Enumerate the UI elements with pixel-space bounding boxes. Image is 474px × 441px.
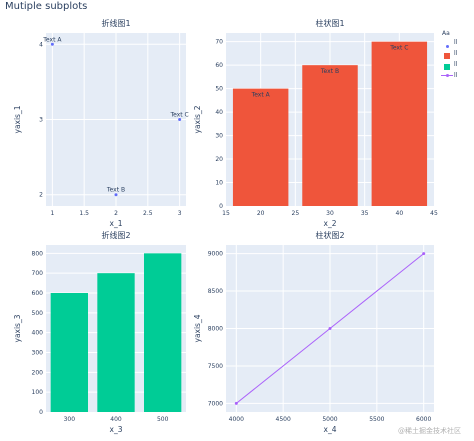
chart-4-y-axis-label: yaxis_4 xyxy=(193,314,202,342)
chart-2-bar1-bar xyxy=(232,88,289,206)
chart-4-x-tick-label: 5500 xyxy=(369,416,384,423)
chart-3-bar2-bar xyxy=(50,292,88,412)
chart-3-y-tick-label: 600 xyxy=(32,290,44,297)
chart-3-bar2-bar xyxy=(144,253,182,412)
chart-4-y-tick-label: 7500 xyxy=(208,363,223,370)
chart-2-y-tick-label: 10 xyxy=(215,180,223,187)
chart-1-y-tick-label: 3 xyxy=(39,117,43,124)
legend-item-1[interactable]: ll xyxy=(440,37,474,48)
chart-3-title: 折线图2 xyxy=(101,230,130,240)
chart-4-y-tick-label: 9000 xyxy=(208,251,223,258)
legend-swatch-bar1 xyxy=(440,44,454,63)
chart-3-x-tick-label: 400 xyxy=(110,416,122,423)
watermark: @稀土掘金技术社区 xyxy=(398,427,461,435)
legend-marker-scatter xyxy=(440,33,454,52)
legend-label: ll xyxy=(454,61,458,68)
chart-2-title: 柱状图1 xyxy=(315,18,344,28)
chart-1-x-tick-label: 1 xyxy=(50,210,54,217)
chart-3-y-tick-label: 700 xyxy=(32,270,44,277)
chart-1-scatter-point xyxy=(114,193,118,197)
chart-3-y-tick-label: 500 xyxy=(32,310,44,317)
chart-1-x-tick-label: 3 xyxy=(178,210,182,217)
chart-2-x-tick-label: 45 xyxy=(430,210,438,217)
chart-1-point-label: Text C xyxy=(170,112,189,119)
legend-line-swatch xyxy=(440,73,454,79)
chart-2-y-tick-label: 30 xyxy=(215,133,223,140)
legend: Aa ll ll ll ll xyxy=(440,30,474,81)
chart-1-x-tick-label: 2 xyxy=(114,210,118,217)
chart-3-x-tick-label: 300 xyxy=(64,416,76,423)
chart-2-bar-label: Text B xyxy=(320,68,339,75)
chart-2-y-tick-label: 0 xyxy=(219,203,223,210)
chart-2-y-tick-label: 50 xyxy=(215,86,223,93)
chart-2-y-tick-label: 60 xyxy=(215,62,223,69)
chart-4-y-tick-label: 8500 xyxy=(208,288,223,295)
legend-label: ll xyxy=(454,72,458,79)
legend-label: ll xyxy=(454,50,458,57)
chart-4-title: 柱状图2 xyxy=(315,230,344,240)
legend-title: Aa xyxy=(442,30,450,37)
chart-2-x-axis-label: x_2 xyxy=(324,219,337,228)
legend-label: ll xyxy=(454,39,458,46)
chart-4-line-point xyxy=(234,401,238,405)
chart-1-y-axis-label: yaxis_1 xyxy=(13,105,22,133)
chart-2-y-axis-label: yaxis_2 xyxy=(193,105,202,133)
chart-4-x-tick-label: 5000 xyxy=(322,416,337,423)
chart-2-x-tick-label: 35 xyxy=(361,210,369,217)
chart-2-bar-label: Text C xyxy=(389,45,408,52)
chart-4-y-tick-label: 7000 xyxy=(208,400,223,407)
chart-1-scatter-point xyxy=(178,118,182,121)
chart-1-x-tick-label: 2.5 xyxy=(143,210,153,217)
chart-4-x-axis-label: x_4 xyxy=(324,425,337,434)
chart-1-y-tick-label: 2 xyxy=(39,192,43,199)
chart-1-title: 折线图1 xyxy=(101,18,130,28)
chart-1-point-label: Text A xyxy=(42,36,62,43)
chart-4-x-tick-label: 6000 xyxy=(416,416,431,423)
chart-4-x-tick-label: 4000 xyxy=(229,416,244,423)
legend-swatch-bar2 xyxy=(440,55,454,74)
chart-3-y-tick-label: 200 xyxy=(32,369,44,376)
chart-2-y-tick-label: 70 xyxy=(215,39,223,46)
chart-2-bar1-bar xyxy=(371,41,428,206)
chart-3-bar2-bar xyxy=(97,273,135,412)
chart-3-y-tick-label: 0 xyxy=(39,409,43,416)
chart-2-y-tick-label: 40 xyxy=(215,109,223,116)
chart-4-x-tick-label: 4500 xyxy=(276,416,291,423)
legend-item-2[interactable]: ll xyxy=(440,48,474,59)
chart-4-line-point xyxy=(422,252,426,256)
chart-2-x-tick-label: 30 xyxy=(326,210,334,217)
chart-3-x-axis-label: x_3 xyxy=(110,425,123,434)
chart-2-y-tick-label: 20 xyxy=(215,156,223,163)
chart-3-x-tick-label: 500 xyxy=(157,416,169,423)
chart-1-y-tick-label: 4 xyxy=(39,41,43,48)
chart-2-x-tick-label: 20 xyxy=(257,210,265,217)
chart-4-line-point xyxy=(328,327,332,330)
chart-1-point-label: Text B xyxy=(106,187,125,194)
legend-item-4[interactable]: ll xyxy=(440,70,474,81)
chart-1-scatter-point xyxy=(50,42,54,46)
chart-2-bar-label: Text A xyxy=(251,92,271,99)
chart-2-x-tick-label: 25 xyxy=(292,210,300,217)
chart-1-x-axis-label: x_1 xyxy=(110,219,123,228)
chart-2-x-tick-label: 15 xyxy=(222,210,230,217)
chart-2-bar1-bar xyxy=(302,65,358,206)
chart-3-y-tick-label: 300 xyxy=(32,349,44,356)
chart-1-x-tick-label: 1.5 xyxy=(79,210,89,217)
chart-3-y-tick-label: 100 xyxy=(32,389,44,396)
chart-3-y-tick-label: 800 xyxy=(32,250,44,257)
chart-3-y-tick-label: 400 xyxy=(32,330,44,337)
legend-item-3[interactable]: ll xyxy=(440,59,474,70)
figure-title: Mutiple subplots xyxy=(5,1,88,12)
chart-4-y-tick-label: 8000 xyxy=(208,326,223,333)
chart-2-x-tick-label: 40 xyxy=(396,210,404,217)
chart-3-y-axis-label: yaxis_3 xyxy=(13,314,22,342)
